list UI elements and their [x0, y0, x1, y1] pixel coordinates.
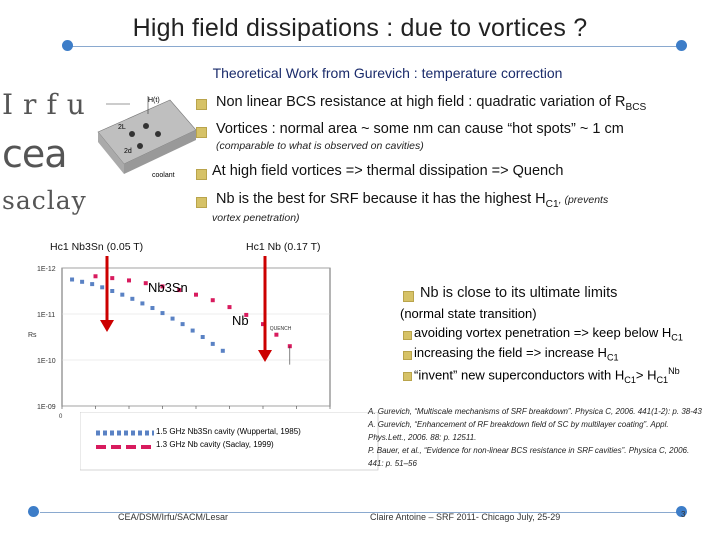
- bullet-icon: [403, 331, 412, 340]
- nb-data-point: [194, 292, 198, 297]
- nb3sn-data-point: [140, 301, 145, 306]
- nb3sn-data-point: [90, 282, 95, 287]
- nb-data-point: [177, 288, 182, 293]
- footer-right-dot: [676, 506, 687, 517]
- footer-center-text: Claire Antoine – SRF 2011- Chicago July,…: [370, 512, 561, 522]
- x-tick-label: 0: [59, 414, 63, 420]
- nb3sn-data-point: [200, 335, 205, 339]
- right-line1: (normal state transition): [400, 306, 537, 321]
- nb-data-point: [160, 284, 165, 289]
- bullet-4-note: vortex penetration): [212, 212, 300, 224]
- nb3sn-data-point: [130, 296, 135, 301]
- nb3sn-data-point: [110, 289, 115, 293]
- nb-data-point: [143, 281, 148, 286]
- legend-label-nb: 1.3 GHz Nb cavity (Saclay, 1999): [156, 440, 274, 449]
- saclay-logo: saclay: [2, 186, 87, 215]
- reference-line: P. Bauer, et al., “Evidence for non-line…: [368, 446, 690, 455]
- nb-data-point: [227, 305, 232, 310]
- reference-line: A. Gurevich, “Multiscale mechanisms of S…: [368, 407, 702, 416]
- bullet-icon: [196, 127, 207, 138]
- nb3sn-data-point: [160, 311, 165, 316]
- bullet-2: Vortices : normal area ~ some nm can cau…: [216, 121, 624, 137]
- y-tick-label: 1E-10: [37, 358, 56, 365]
- right-heading: Nb is close to its ultimate limits: [420, 285, 618, 301]
- header-hc1-nb: Hc1 Nb (0.17 T): [246, 241, 321, 253]
- footer-left-dot: [28, 506, 39, 517]
- nb-data-point: [93, 274, 98, 279]
- right-item-1: avoiding vortex penetration => keep belo…: [414, 325, 683, 343]
- irfu-logo: Irfu: [2, 88, 95, 121]
- footer-line: [40, 512, 680, 513]
- bullet-icon: [196, 169, 207, 180]
- footer-left-text: CEA/DSM/Irfu/SACM/Lesar: [118, 512, 229, 522]
- page-number: 3: [681, 510, 686, 519]
- bullet-3: At high field vortices => thermal dissip…: [212, 163, 564, 179]
- quench-annotation: QUENCH: [270, 326, 292, 332]
- nb-data-point: [210, 298, 215, 303]
- slide-title: High field dissipations : due to vortice…: [132, 14, 588, 42]
- nb3sn-data-point: [170, 316, 175, 321]
- nb3sn-data-point: [120, 292, 125, 297]
- bullet-4: Nb is the best for SRF because it has th…: [216, 191, 609, 210]
- legend: [80, 412, 379, 471]
- nb-data-point: [110, 276, 115, 281]
- nb-data-point: [244, 312, 249, 317]
- y-tick-label: 1E-11: [37, 312, 55, 319]
- bullet-icon: [403, 291, 414, 302]
- nb3sn-data-point: [80, 279, 85, 284]
- nb3sn-data-point: [220, 348, 225, 353]
- red-arrowhead-nb: [258, 350, 272, 362]
- nb3sn-data-point: [100, 285, 105, 290]
- slide-subtitle: Theoretical Work from Gurevich : tempera…: [212, 65, 563, 81]
- nb3sn-data-point: [150, 306, 155, 311]
- nb3sn-data-point: [180, 322, 185, 327]
- references: A. Gurevich, “Multiscale mechanisms of S…: [368, 405, 718, 470]
- bullet-2-note: (comparable to what is observed on cavit…: [216, 140, 424, 152]
- y-tick-label: 1E-12: [37, 266, 56, 273]
- nb3sn-data-point: [70, 277, 75, 282]
- right-item-2: increasing the field => increase HC1: [414, 345, 619, 363]
- diagram-h-label: H(t): [148, 97, 160, 104]
- arrow-label-nb: Nb: [232, 313, 249, 328]
- red-arrowhead-nb3sn: [100, 320, 114, 332]
- vortex-diagram: [97, 96, 197, 174]
- reference-line: 441: p. 51–56: [368, 459, 417, 468]
- title-left-dot: [62, 40, 73, 51]
- header-hc1-nb3sn: Hc1 Nb3Sn (0.05 T): [50, 241, 144, 253]
- nb-data-point: [127, 278, 131, 283]
- bullet-icon: [403, 372, 412, 381]
- rs-vs-epk-chart: 1E-121E-111E-101E-0901020304050607080Epk…: [28, 256, 334, 430]
- diagram-d-label: 2d: [124, 148, 132, 155]
- cea-logo: cea: [2, 132, 68, 176]
- bullet-icon: [403, 351, 412, 360]
- y-tick-label: 1E-09: [37, 404, 56, 411]
- nb3sn-data-point: [210, 341, 215, 346]
- bullet-1: Non linear BCS resistance at high field …: [216, 94, 647, 113]
- diagram-l-label: 2L: [118, 124, 126, 131]
- title-right-dot: [676, 40, 687, 51]
- y-axis-label: Rs: [28, 332, 37, 339]
- legend-label-nb3sn: 1.5 GHz Nb3Sn cavity (Wuppertal, 1985): [156, 427, 301, 436]
- nb3sn-data-point: [190, 328, 195, 333]
- reference-line: A. Gurevich, “Enhancement of RF breakdow…: [368, 420, 669, 429]
- title-underline: [70, 46, 680, 47]
- arrow-label-nb3sn: Nb3Sn: [148, 280, 188, 295]
- bullet-icon: [196, 197, 207, 208]
- right-item-3: “invent” new superconductors with HC1> H…: [414, 366, 680, 385]
- nb-data-point: [261, 322, 265, 327]
- diagram-coolant-label: coolant: [152, 172, 175, 179]
- reference-line: Phys.Lett., 2006. 88: p. 12511.: [368, 433, 477, 442]
- bullet-icon: [196, 99, 207, 110]
- nb-data-point: [274, 332, 279, 337]
